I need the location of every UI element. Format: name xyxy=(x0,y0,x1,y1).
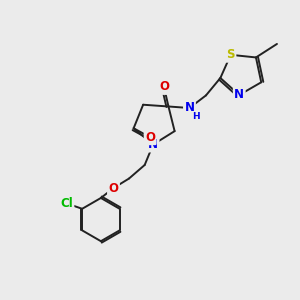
Text: Cl: Cl xyxy=(60,197,73,210)
Text: N: N xyxy=(148,138,158,151)
Text: O: O xyxy=(145,131,155,144)
Text: O: O xyxy=(109,182,118,195)
Text: S: S xyxy=(226,48,235,61)
Text: N: N xyxy=(184,101,194,115)
Text: N: N xyxy=(234,88,244,101)
Text: O: O xyxy=(159,80,169,94)
Text: H: H xyxy=(192,112,200,121)
